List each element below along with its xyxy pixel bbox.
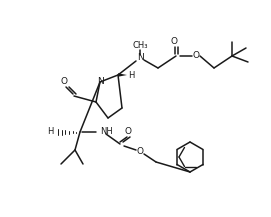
- Text: H: H: [128, 71, 134, 79]
- Text: N: N: [137, 54, 143, 62]
- Text: O: O: [170, 38, 178, 46]
- Text: O: O: [137, 148, 144, 156]
- Text: H: H: [48, 128, 54, 136]
- Polygon shape: [118, 73, 127, 77]
- Text: CH₃: CH₃: [132, 41, 148, 49]
- Text: N: N: [97, 77, 103, 87]
- Text: O: O: [192, 51, 199, 61]
- Text: NH: NH: [100, 128, 113, 136]
- Text: O: O: [60, 77, 67, 87]
- Text: O: O: [124, 128, 131, 136]
